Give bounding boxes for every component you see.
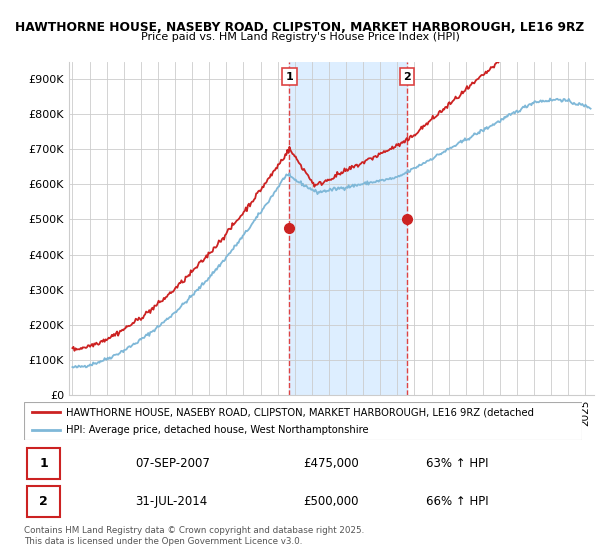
Text: 66% ↑ HPI: 66% ↑ HPI <box>426 495 488 508</box>
FancyBboxPatch shape <box>24 402 582 440</box>
Text: 2: 2 <box>403 72 411 82</box>
FancyBboxPatch shape <box>27 448 60 479</box>
Text: 31-JUL-2014: 31-JUL-2014 <box>136 495 208 508</box>
Text: 1: 1 <box>39 457 48 470</box>
Text: 07-SEP-2007: 07-SEP-2007 <box>136 457 211 470</box>
Text: 1: 1 <box>286 72 293 82</box>
Text: Contains HM Land Registry data © Crown copyright and database right 2025.
This d: Contains HM Land Registry data © Crown c… <box>24 526 364 546</box>
Text: HAWTHORNE HOUSE, NASEBY ROAD, CLIPSTON, MARKET HARBOROUGH, LE16 9RZ (detached: HAWTHORNE HOUSE, NASEBY ROAD, CLIPSTON, … <box>66 407 534 417</box>
Text: 2: 2 <box>39 495 48 508</box>
Text: £500,000: £500,000 <box>303 495 359 508</box>
Text: HPI: Average price, detached house, West Northamptonshire: HPI: Average price, detached house, West… <box>66 425 368 435</box>
FancyBboxPatch shape <box>27 486 60 517</box>
Text: 63% ↑ HPI: 63% ↑ HPI <box>426 457 488 470</box>
Bar <box>289 62 407 395</box>
Text: Price paid vs. HM Land Registry's House Price Index (HPI): Price paid vs. HM Land Registry's House … <box>140 32 460 42</box>
Text: HAWTHORNE HOUSE, NASEBY ROAD, CLIPSTON, MARKET HARBOROUGH, LE16 9RZ: HAWTHORNE HOUSE, NASEBY ROAD, CLIPSTON, … <box>16 21 584 34</box>
Text: £475,000: £475,000 <box>303 457 359 470</box>
